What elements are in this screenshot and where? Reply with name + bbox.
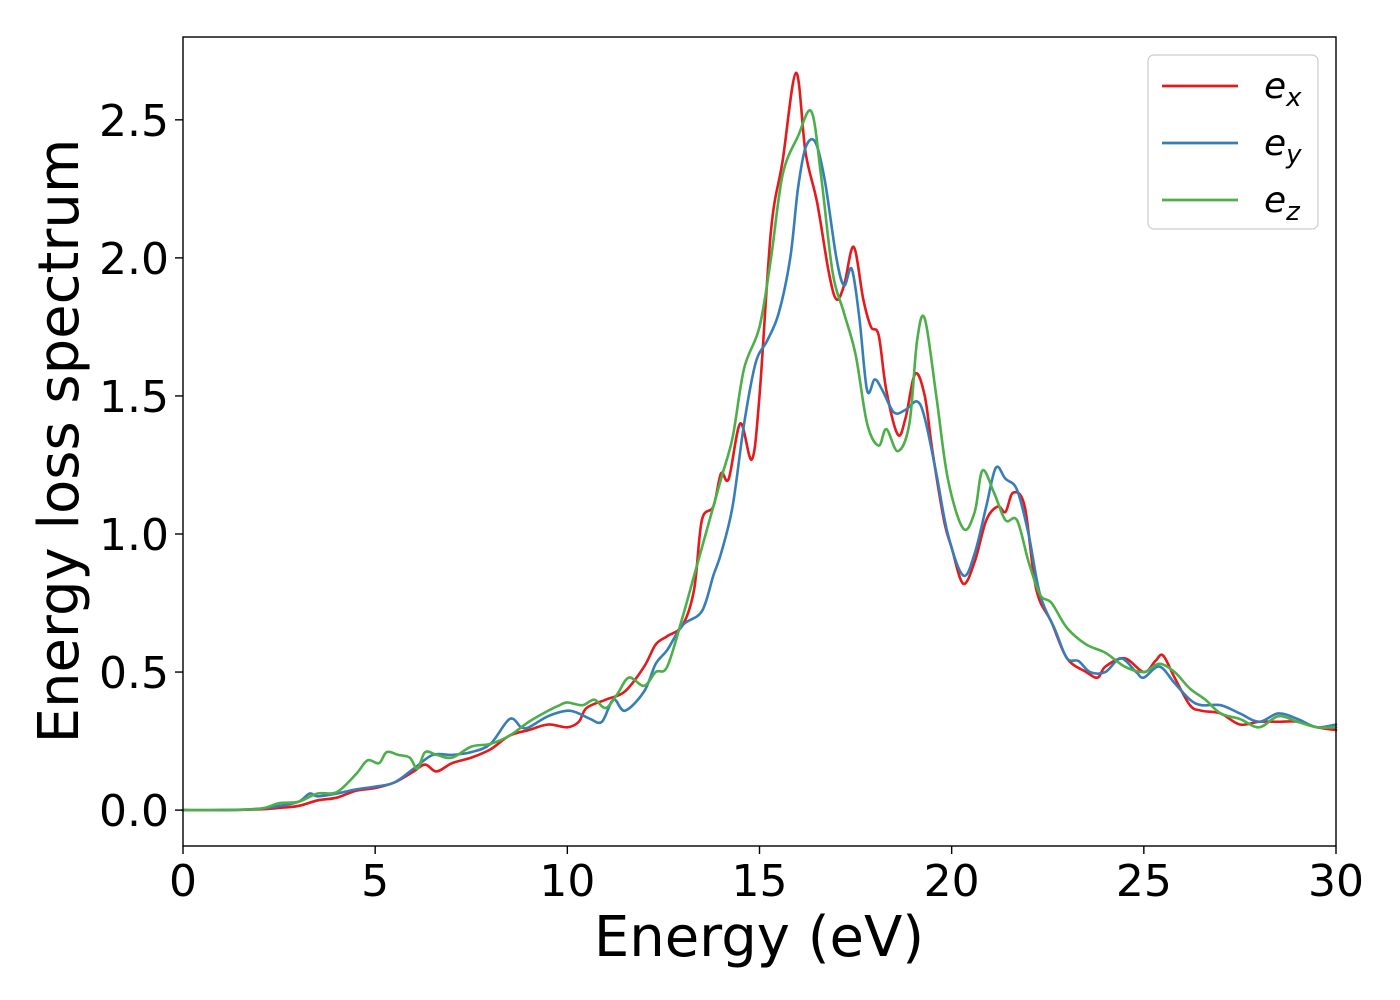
y-tick-label: 1.0 [99,510,169,561]
y-axis-ticks: 0.0 0.5 1.0 1.5 2.0 2.5 [99,96,183,837]
series-line-y [181,137,1338,812]
x-tick-label: 15 [732,856,788,907]
y-tick-label: 2.0 [99,234,169,285]
legend-label-y: ey [1264,123,1302,170]
x-tick-label: 20 [924,856,980,907]
x-axis-ticks: 0 5 10 15 20 25 30 [169,846,1364,907]
x-tick-label: 25 [1116,856,1172,907]
series-lines [181,71,1338,812]
x-tick-label: 10 [539,856,595,907]
y-axis-title: Energy loss spectrum [27,139,92,744]
x-tick-label: 5 [361,856,389,907]
legend-items: ex ey ez [1162,66,1302,227]
y-tick-label: 1.5 [99,372,169,423]
legend: ex ey ez [1147,54,1319,230]
series-line-z [181,109,1338,812]
y-tick-label: 0.0 [99,786,169,837]
series-line-x [181,71,1338,812]
x-tick-label: 30 [1308,856,1364,907]
x-axis-title: Energy (eV) [594,905,924,970]
y-tick-label: 0.5 [99,648,169,699]
legend-label-x: ex [1264,66,1302,113]
legend-label-z: ez [1264,180,1301,227]
y-tick-label: 2.5 [99,96,169,147]
x-tick-label: 0 [169,856,197,907]
